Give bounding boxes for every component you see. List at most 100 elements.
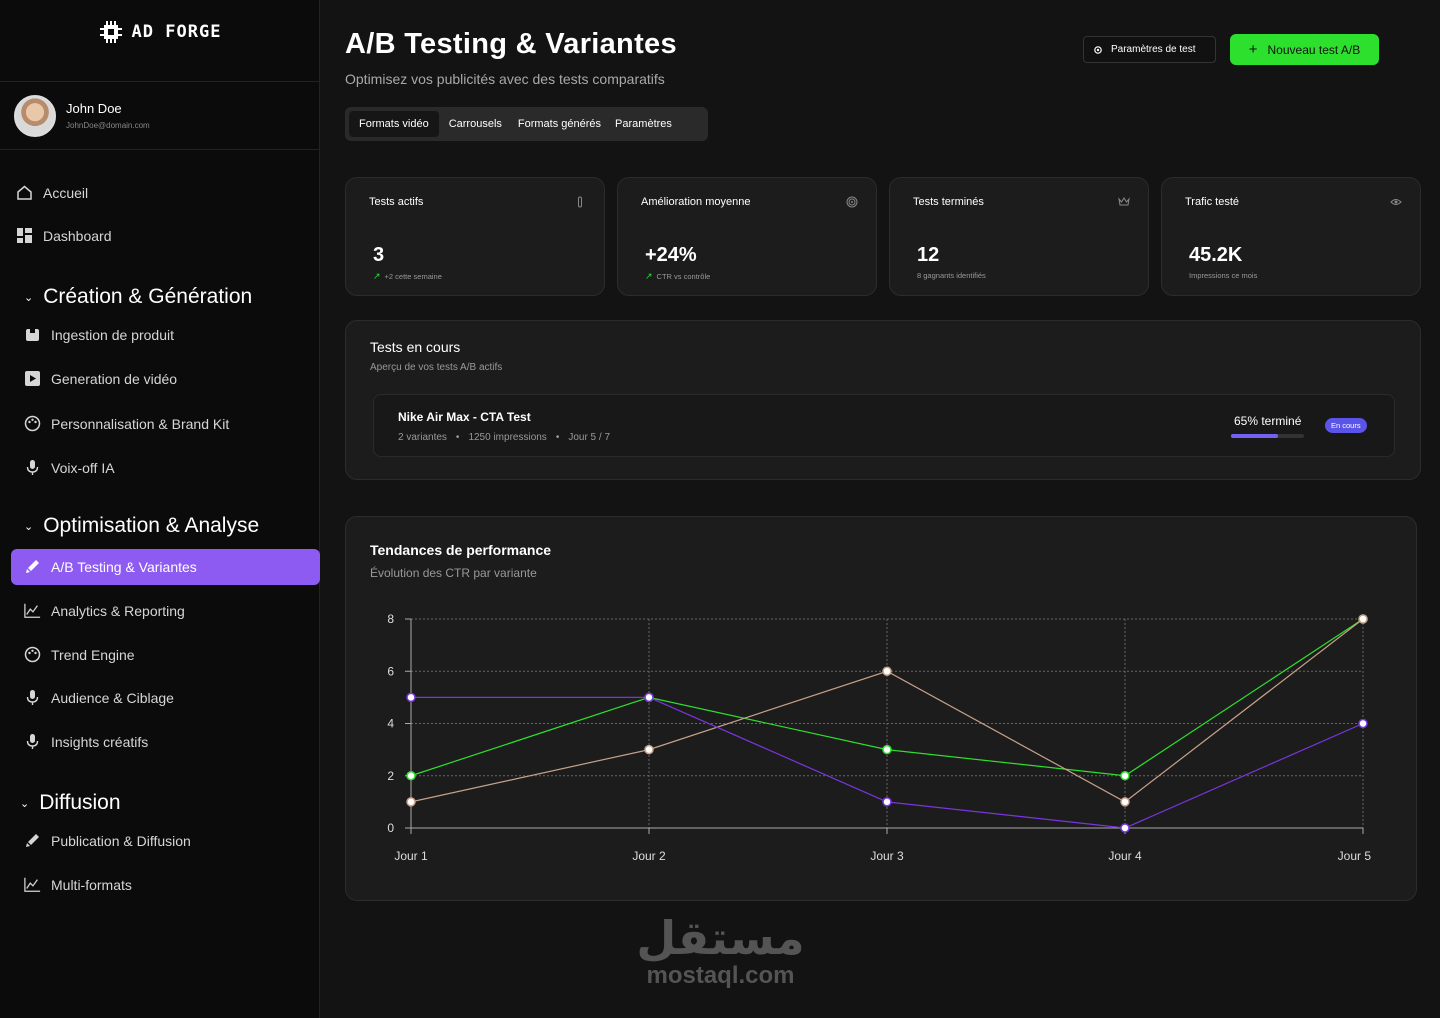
test-variants: 2 variantes xyxy=(398,432,447,443)
chevron-down-icon: ⌄ xyxy=(20,797,30,810)
data-point xyxy=(1120,771,1130,781)
watermark-arabic: مستقل xyxy=(636,911,805,965)
running-tests-title: Tests en cours xyxy=(370,339,461,355)
sidebar-item-trend-engine[interactable]: Trend Engine xyxy=(24,646,135,663)
data-point xyxy=(1120,823,1130,833)
section-diffusion[interactable]: ⌄ Diffusion xyxy=(20,791,121,815)
stat-note-text: Impressions ce mois xyxy=(1189,271,1258,280)
sidebar: AD FORGE John Doe JohnDoe@domain.com Acc… xyxy=(0,0,320,1018)
sidebar-item-publication[interactable]: Publication & Diffusion xyxy=(24,832,191,849)
stat-card-active-tests: Tests actifs 3 ↗ +2 cette semaine xyxy=(345,177,605,296)
section-title: Optimisation & Analyse xyxy=(43,514,260,537)
chart-subtitle: Évolution des CTR par variante xyxy=(370,566,537,580)
stat-card-traffic: Trafic testé 45.2K Impressions ce mois xyxy=(1161,177,1421,296)
palette-icon xyxy=(24,415,41,432)
separator-dot: • xyxy=(555,432,560,443)
sidebar-item-label: Dashboard xyxy=(43,227,112,244)
stat-label: Trafic testé xyxy=(1185,196,1239,208)
stat-card-avg-improvement: Amélioration moyenne +24% ↗ CTR vs contrô… xyxy=(617,177,877,296)
sidebar-item-audience[interactable]: Audience & Ciblage xyxy=(24,689,174,706)
chevron-down-icon: ⌄ xyxy=(24,291,34,304)
sidebar-item-ingestion[interactable]: Ingestion de produit xyxy=(24,326,174,343)
avatar[interactable] xyxy=(14,94,56,137)
data-point xyxy=(1358,718,1368,729)
microphone-icon xyxy=(24,733,41,750)
eye-icon xyxy=(1390,196,1402,208)
x-tick-label: Jour 3 xyxy=(870,849,904,863)
performance-line-chart: 0 2 4 6 8 Jour 1 Jour 2 Jour 3 Jour 4 Jour 5 xyxy=(387,612,1372,863)
tab-formats-video[interactable]: Formats vidéo xyxy=(349,111,439,137)
sidebar-item-label: Trend Engine xyxy=(51,646,135,663)
data-point xyxy=(882,744,892,755)
progress-fill xyxy=(1231,434,1279,438)
sidebar-item-label: Multi-formats xyxy=(51,876,132,893)
stat-note: ↗ +2 cette semaine xyxy=(373,271,442,282)
logo[interactable]: AD FORGE xyxy=(0,0,319,82)
microphone-icon xyxy=(24,689,41,706)
home-icon xyxy=(16,184,33,201)
tab-carrousels[interactable]: Carrousels xyxy=(448,118,502,130)
data-point xyxy=(644,692,654,703)
stat-note: Impressions ce mois xyxy=(1189,271,1257,280)
y-tick-label: 6 xyxy=(387,664,394,678)
running-tests-card: Tests en cours Aperçu de vos tests A/B a… xyxy=(345,320,1421,480)
test-progress-label: 65% terminé xyxy=(1234,414,1302,428)
sidebar-item-insights[interactable]: Insights créatifs xyxy=(24,733,148,750)
data-point xyxy=(882,797,892,807)
stat-value: 12 xyxy=(917,244,940,266)
trend-up-icon: ↗ xyxy=(645,271,653,281)
stat-note: 8 gagnants identifiés xyxy=(917,271,986,280)
flask-icon xyxy=(574,196,586,208)
active-item-highlight xyxy=(11,549,320,585)
sidebar-item-label: Personnalisation & Brand Kit xyxy=(51,415,230,432)
sidebar-item-label: Generation de vidéo xyxy=(51,370,178,387)
gear-icon xyxy=(1094,45,1102,54)
sidebar-item-brand-kit[interactable]: Personnalisation & Brand Kit xyxy=(24,415,229,432)
target-icon xyxy=(846,196,858,208)
test-settings-label: Paramètres de test xyxy=(1111,44,1196,55)
stat-note-text: CTR vs contrôle xyxy=(656,272,711,281)
trend-up-icon: ↗ xyxy=(373,271,381,281)
sidebar-item-generation-video[interactable]: Generation de vidéo xyxy=(24,370,177,387)
tab-parametres[interactable]: Paramètres xyxy=(615,118,672,130)
user-profile[interactable]: John Doe JohnDoe@domain.com xyxy=(0,82,319,150)
data-point xyxy=(406,771,416,781)
section-title: Diffusion xyxy=(39,791,121,814)
progress-bar xyxy=(1231,434,1304,438)
line-chart-icon xyxy=(24,876,41,893)
package-icon xyxy=(24,326,41,343)
section-optimisation[interactable]: ⌄ Optimisation & Analyse xyxy=(24,514,259,538)
sidebar-item-analytics[interactable]: Analytics & Reporting xyxy=(24,602,185,619)
line-chart-icon xyxy=(24,602,41,619)
section-creation[interactable]: ⌄ Création & Génération xyxy=(24,285,252,309)
tab-formats-generes[interactable]: Formats générés xyxy=(517,118,602,130)
sidebar-item-label: Insights créatifs xyxy=(51,733,149,750)
microphone-icon xyxy=(24,459,41,476)
sidebar-item-accueil[interactable]: Accueil xyxy=(16,184,88,201)
x-tick-label: Jour 2 xyxy=(632,849,666,863)
user-name: John Doe xyxy=(66,101,122,116)
plus-icon: + xyxy=(1248,41,1258,58)
sidebar-item-dashboard[interactable]: Dashboard xyxy=(16,227,112,244)
sidebar-item-multi-formats[interactable]: Multi-formats xyxy=(24,876,132,893)
running-tests-subtitle: Aperçu de vos tests A/B actifs xyxy=(370,362,503,373)
sidebar-item-label: Accueil xyxy=(43,184,89,201)
test-settings-button[interactable]: Paramètres de test xyxy=(1083,36,1216,63)
sidebar-item-label: Voix-off IA xyxy=(51,459,115,476)
sidebar-item-label: Ingestion de produit xyxy=(51,326,174,343)
test-row[interactable]: Nike Air Max - CTA Test 2 variantes • 12… xyxy=(373,394,1395,457)
y-tick-label: 8 xyxy=(387,612,394,626)
test-name: Nike Air Max - CTA Test xyxy=(398,410,531,424)
sidebar-item-voix-off[interactable]: Voix-off IA xyxy=(24,459,115,476)
stat-label: Tests terminés xyxy=(913,196,984,208)
page-title: A/B Testing & Variantes xyxy=(345,28,677,60)
stat-note: ↗ CTR vs contrôle xyxy=(645,271,710,282)
chip-icon xyxy=(99,20,122,43)
test-meta: 2 variantes • 1250 impressions • Jour 5 … xyxy=(398,432,610,443)
sidebar-item-label: Audience & Ciblage xyxy=(51,689,174,706)
sidebar-item-label: A/B Testing & Variantes xyxy=(51,558,197,575)
sidebar-item-ab-testing[interactable]: A/B Testing & Variantes xyxy=(24,558,197,575)
data-point xyxy=(1120,797,1130,807)
x-tick-label: Jour 5 xyxy=(1338,849,1372,863)
new-ab-test-button[interactable]: + Nouveau test A/B xyxy=(1230,34,1379,65)
